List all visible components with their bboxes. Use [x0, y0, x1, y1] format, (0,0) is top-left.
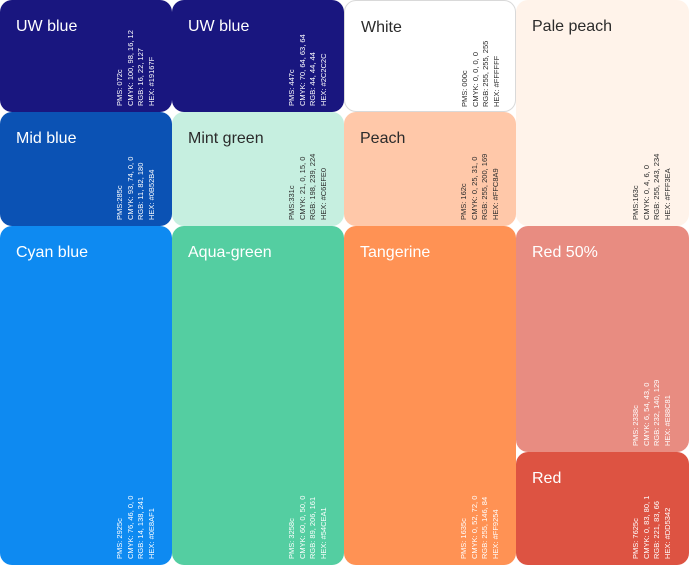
swatch-specs: PMS: 1635c CMYK: 0, 52, 72, 0 RGB: 255, 14… [459, 496, 501, 559]
swatch-specs: PMS: 2338c CMYK: 6, 54, 43, 0 RGB: 232, 14… [631, 380, 673, 446]
swatch-specs: PMS:163c CMYK: 0, 4, 6, 0 RGB: 255, 243, 2… [631, 154, 673, 220]
swatch-specs: PMS: 162c CMYK: 0, 25, 31, 0 RGB: 255, 200… [459, 154, 501, 220]
swatch-name: Red 50% [532, 244, 598, 261]
swatch-specs: PMS: 3258c CMYK: 60, 0, 50, 0 RGB: 89, 206… [287, 496, 329, 559]
swatch-name: UW blue [16, 18, 78, 35]
swatch-aqua-green: Aqua-green PMS: 3258c CMYK: 60, 0, 50, 0 RG… [172, 226, 344, 565]
swatch-cmyk-value: CMYK: 0, 0, 0, 0 [470, 51, 480, 107]
swatch-rgb-value: RGB: 11, 82, 180 [136, 162, 145, 220]
swatch-pms-value: PMS: 1635c [459, 518, 468, 559]
swatch-uw-blue-2: UW blue PMS: 447c CMYK: 70, 64, 63, 64 RGB:… [172, 0, 344, 112]
swatch-hex-value: HEX: #C6EFE0 [318, 167, 328, 220]
swatch-rgb-value: RGB: 16, 22, 127 [136, 48, 145, 106]
swatch-specs: PMS: 7625c CMYK: 0, 83, 80, 1 RGB: 221, 83… [631, 496, 673, 559]
swatch-pale-peach: Pale peach PMS:163c CMYK: 0, 4, 6, 0 RGB: 2… [516, 0, 689, 226]
swatch-hex-value: HEX: #FFC8A9 [490, 168, 500, 220]
swatch-cmyk-value: CMYK: 0, 83, 80, 1 [641, 495, 651, 559]
swatch-hex-value: HEX: #0E8AF1 [146, 508, 156, 559]
swatch-pms-value: PMS: 447c [287, 69, 296, 106]
swatch-name: Cyan blue [16, 244, 89, 261]
swatch-hex-value: HEX: #FF9254 [490, 509, 500, 559]
swatch-cmyk-value: CMYK: 0, 52, 72, 0 [469, 495, 479, 559]
swatch-mint-green: Mint green PMS:331c CMYK: 21, 0, 15, 0 RGB:… [172, 112, 344, 226]
swatch-cmyk-value: CMYK: 60, 0, 50, 0 [297, 495, 307, 559]
swatch-hex-value: HEX: #DD5342 [662, 507, 672, 559]
swatch-pms-value: PMS:285c [115, 185, 124, 220]
swatch-cmyk-value: CMYK: 100, 98, 16, 12 [125, 30, 135, 106]
swatch-cyan-blue: Cyan blue PMS: 2925c CMYK: 76, 46, 0, 0 RGB… [0, 226, 172, 565]
swatch-rgb-value: RGB: 89, 206, 161 [308, 496, 317, 559]
swatch-name: UW blue [188, 18, 250, 35]
swatch-pms-value: PMS:163c [631, 185, 640, 220]
swatch-pms-value: PMS: 2925c [115, 518, 124, 559]
swatch-cmyk-value: CMYK: 70, 64, 63, 64 [297, 34, 307, 106]
swatch-cmyk-value: CMYK: 93, 74, 0, 0 [125, 156, 135, 220]
swatch-hex-value: HEX: #FFF3EA [662, 168, 672, 220]
swatch-uw-blue-1: UW blue PMS: 072c CMYK: 100, 98, 16, 12 RGB… [0, 0, 172, 112]
swatch-hex-value: HEX: #FFFFFF [491, 55, 501, 107]
swatch-tangerine: Tangerine PMS: 1635c CMYK: 0, 52, 72, 0 RGB… [344, 226, 516, 565]
swatch-hex-value: HEX: #E88C81 [662, 395, 672, 446]
swatch-hex-value: HEX: #0B52B4 [146, 169, 156, 220]
swatch-name: White [361, 19, 402, 36]
swatch-hex-value: HEX: #54CEA1 [318, 507, 328, 559]
swatch-name: Mint green [188, 130, 264, 147]
swatch-peach: Peach PMS: 162c CMYK: 0, 25, 31, 0 RGB: 255… [344, 112, 516, 226]
swatch-specs: PMS:285c CMYK: 93, 74, 0, 0 RGB: 11, 82, 1… [115, 157, 157, 220]
swatch-cmyk-value: CMYK: 6, 54, 43, 0 [641, 382, 651, 446]
swatch-rgb-value: RGB: 255, 200, 169 [480, 153, 489, 220]
swatch-pms-value: PMS: 7625c [631, 518, 640, 559]
swatch-cmyk-value: CMYK: 76, 46, 0, 0 [125, 495, 135, 559]
swatch-cmyk-value: CMYK: 0, 4, 6, 0 [641, 164, 651, 220]
swatch-rgb-value: RGB: 255, 243, 234 [652, 153, 661, 220]
swatch-hex-value: HEX: #2C2C2C [318, 53, 328, 106]
swatch-specs: PMS:331c CMYK: 21, 0, 15, 0 RGB: 198, 239,… [287, 154, 329, 220]
swatch-pms-value: PMS:331c [287, 185, 296, 220]
swatch-white: White PMS: 000c CMYK: 0, 0, 0, 0 RGB: 255, … [344, 0, 516, 112]
swatch-name: Mid blue [16, 130, 77, 147]
swatch-hex-value: HEX: #19167F [146, 56, 156, 106]
swatch-mid-blue: Mid blue PMS:285c CMYK: 93, 74, 0, 0 RGB: 1… [0, 112, 172, 226]
swatch-specs: PMS: 000c CMYK: 0, 0, 0, 0 RGB: 255, 255, … [460, 41, 502, 107]
swatch-cmyk-value: CMYK: 21, 0, 15, 0 [297, 156, 307, 220]
swatch-pms-value: PMS: 000c [460, 70, 469, 107]
swatch-rgb-value: RGB: 255, 255, 255 [481, 40, 490, 107]
swatch-red: Red PMS: 7625c CMYK: 0, 83, 80, 1 RGB: 221,… [516, 452, 689, 565]
swatch-name: Peach [360, 130, 406, 147]
swatch-rgb-value: RGB: 198, 239, 224 [308, 153, 317, 220]
swatch-specs: PMS: 2925c CMYK: 76, 46, 0, 0 RGB: 14, 138… [115, 496, 157, 559]
swatch-cmyk-value: CMYK: 0, 25, 31, 0 [469, 156, 479, 220]
swatch-rgb-value: RGB: 14, 138, 241 [136, 496, 145, 559]
swatch-pms-value: PMS: 2338c [631, 405, 640, 446]
swatch-name: Red [532, 470, 562, 487]
swatch-pms-value: PMS: 3258c [287, 518, 296, 559]
swatch-rgb-value: RGB: 221, 83, 66 [652, 501, 661, 559]
swatch-rgb-value: RGB: 255, 146, 84 [480, 496, 489, 559]
swatch-name: Tangerine [360, 244, 431, 261]
swatch-rgb-value: RGB: 232, 140, 129 [652, 379, 661, 446]
swatch-rgb-value: RGB: 44, 44, 44 [308, 52, 317, 106]
swatch-pms-value: PMS: 162c [459, 183, 468, 220]
swatch-pms-value: PMS: 072c [115, 69, 124, 106]
swatch-red-50: Red 50% PMS: 2338c CMYK: 6, 54, 43, 0 RGB: … [516, 226, 689, 452]
swatch-name: Aqua-green [188, 244, 272, 261]
swatch-specs: PMS: 447c CMYK: 70, 64, 63, 64 RGB: 44, 44… [287, 34, 329, 106]
swatch-specs: PMS: 072c CMYK: 100, 98, 16, 12 RGB: 16, 2… [115, 30, 157, 106]
swatch-name: Pale peach [532, 18, 613, 35]
